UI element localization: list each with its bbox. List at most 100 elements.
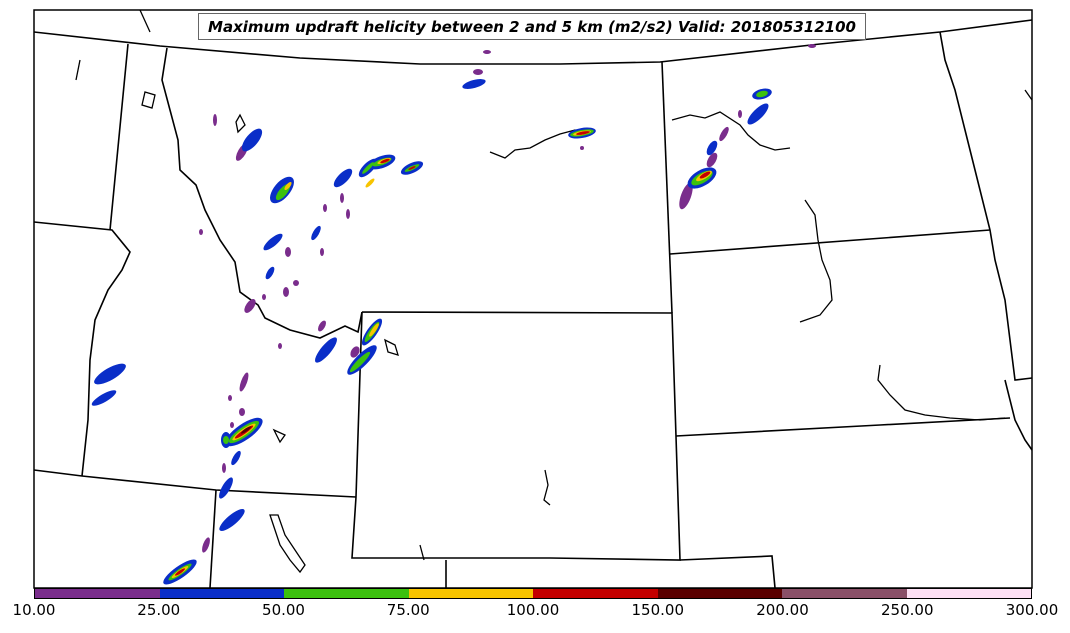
colorbar-tick-label: 75.00	[386, 601, 430, 619]
swath	[333, 168, 353, 188]
helicity-150-200	[241, 426, 251, 434]
swath	[283, 287, 289, 297]
swath	[365, 178, 375, 188]
colorbar-tick-label: 250.00	[881, 601, 934, 619]
swath	[699, 171, 711, 179]
swath	[679, 182, 693, 210]
swath	[199, 229, 203, 235]
swath	[576, 131, 590, 135]
colorbar-tick-label: 50.00	[262, 601, 305, 619]
swath	[293, 280, 299, 286]
border-or-id	[33, 221, 131, 477]
missouri-river-mt	[489, 129, 596, 159]
missouri-river-sd	[799, 199, 833, 323]
swath	[94, 363, 126, 385]
colorbar-segment	[906, 589, 1031, 598]
swath	[265, 266, 275, 280]
map-frame	[33, 9, 1033, 589]
colorbar-segment	[284, 589, 409, 598]
colorbar-segment	[35, 589, 160, 598]
helicity-10-25	[199, 44, 816, 553]
colorbar-segment	[782, 589, 907, 598]
swath	[318, 320, 326, 332]
border-id-mt	[161, 47, 363, 339]
colorbar-segment	[533, 589, 658, 598]
colorbar-tick-label: 25.00	[137, 601, 181, 619]
border-ne	[679, 555, 776, 589]
border-sd-ia	[1004, 379, 1033, 451]
river-wa	[139, 9, 151, 33]
swath	[346, 209, 350, 219]
swath	[369, 323, 379, 337]
swath	[241, 426, 251, 434]
colorbar-segment	[408, 589, 533, 598]
swath	[263, 233, 283, 251]
lake-wy-2	[419, 544, 425, 561]
border-south-id	[33, 469, 357, 498]
swath	[202, 537, 210, 553]
swath	[241, 128, 263, 152]
swath	[473, 69, 483, 75]
state-boundaries	[33, 19, 1033, 589]
swath	[380, 158, 390, 164]
swath	[175, 568, 185, 576]
swath	[311, 225, 321, 241]
colorbar-tick-label: 100.00	[506, 601, 560, 619]
swath	[462, 79, 486, 89]
border-ut-nv	[209, 489, 217, 589]
great-salt-lake	[269, 514, 306, 574]
swath	[228, 395, 232, 401]
colorbar-tick-label: 10.00	[12, 601, 56, 619]
swath	[349, 351, 371, 373]
swath	[756, 90, 768, 98]
colorbar	[34, 588, 1032, 599]
lake-wy	[543, 469, 551, 506]
rivers-lakes	[75, 9, 1033, 574]
swath	[350, 346, 360, 358]
lake-sakakawea	[671, 111, 791, 151]
swath	[320, 248, 324, 256]
swath	[362, 162, 374, 174]
map-title: Maximum updraft helicity between 2 and 5…	[198, 13, 866, 40]
swath	[747, 103, 769, 125]
swath	[738, 110, 742, 118]
border-sd-ne	[675, 417, 1011, 437]
swath	[408, 166, 416, 170]
lake-wa	[75, 59, 81, 81]
swath	[230, 422, 234, 428]
swath	[244, 299, 256, 313]
swath	[284, 181, 292, 191]
swath	[219, 477, 233, 499]
colorbar-segment	[159, 589, 284, 598]
swath	[239, 372, 249, 392]
yellowstone-lake	[384, 338, 399, 356]
border-nd-sd	[669, 229, 991, 255]
missouri-river-ne	[877, 364, 1006, 421]
lake-id-3	[272, 428, 286, 444]
swath	[231, 450, 241, 466]
swath	[222, 463, 226, 473]
border-nd-mn	[939, 31, 1033, 381]
border-wa-id	[109, 43, 129, 231]
swath	[483, 50, 491, 54]
swath	[219, 509, 245, 531]
swath	[323, 204, 327, 212]
swath	[808, 44, 816, 48]
swath	[223, 436, 229, 444]
swath	[213, 114, 217, 126]
colorbar-tick-label: 200.00	[756, 601, 809, 619]
helicity-swaths	[91, 44, 816, 585]
swath	[719, 126, 729, 142]
border-mt-nd	[661, 61, 673, 314]
swath	[278, 343, 282, 349]
swath	[706, 140, 718, 156]
swath	[262, 294, 266, 300]
swath	[315, 337, 337, 363]
swath	[706, 152, 718, 168]
swath	[340, 193, 344, 203]
swath	[285, 247, 291, 257]
swath	[580, 146, 584, 150]
swath	[91, 390, 117, 406]
colorbar-tick-label: 150.00	[631, 601, 685, 619]
